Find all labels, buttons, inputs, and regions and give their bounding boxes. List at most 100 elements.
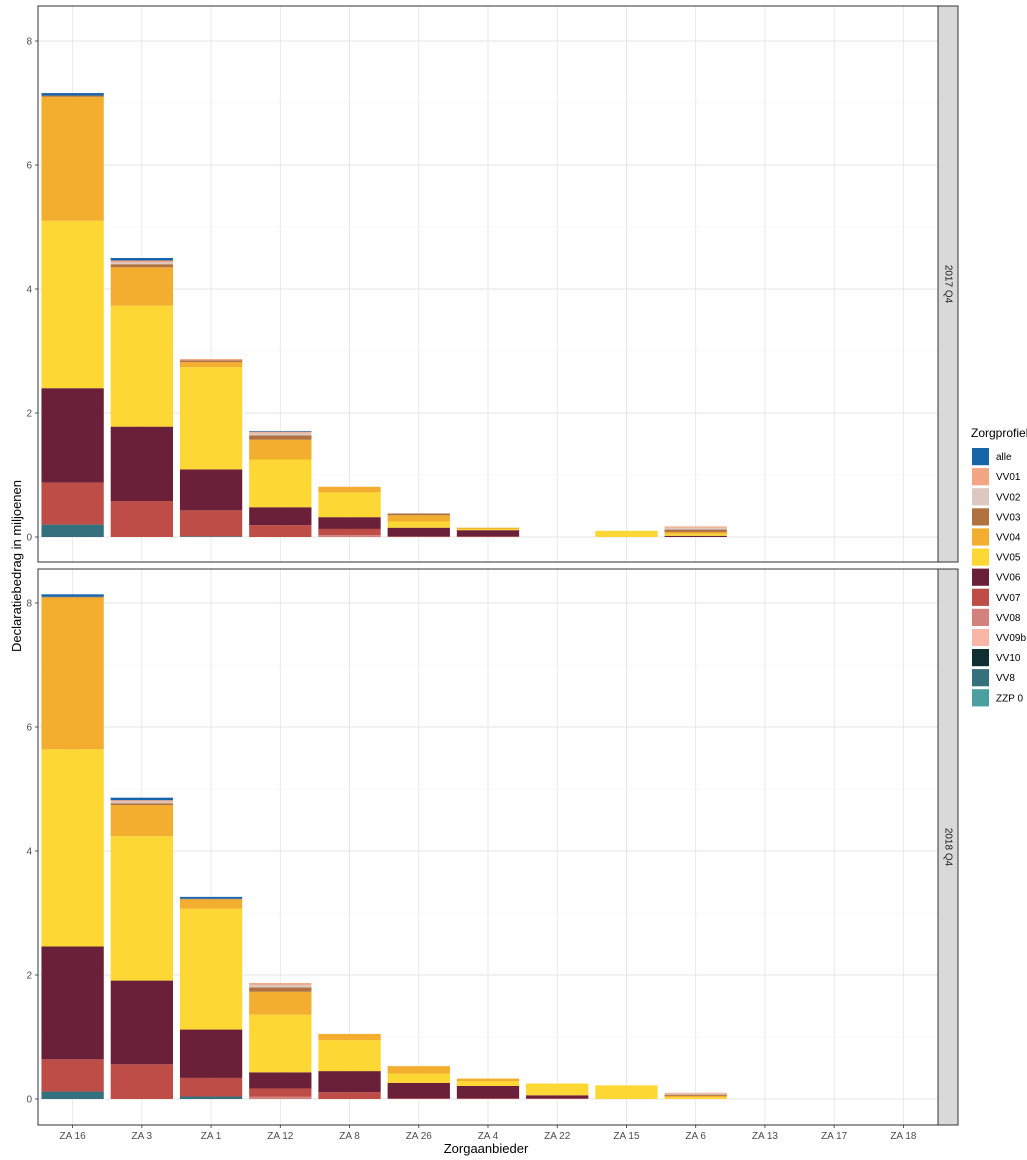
legend-key <box>972 468 989 486</box>
legend-key <box>972 669 989 687</box>
bar-segment-za-3-vv07 <box>110 501 173 537</box>
bar-segment-za-12-vv07 <box>249 1088 312 1097</box>
legend-item-vv02: VV02 <box>972 488 1021 506</box>
bar-segment-za-8-vv05 <box>318 492 381 518</box>
bar-segment-za-1-vv04 <box>179 362 243 368</box>
bar-segment-za-26-vv07 <box>387 1098 450 1099</box>
bar-segment-za-4-vv05 <box>456 1081 520 1086</box>
bar-segment-za-6-vv02 <box>664 527 727 530</box>
y-axis-title: Declaratiebedrag in miljoenen <box>9 480 24 652</box>
legend-label: VV8 <box>996 673 1015 684</box>
y-tick-label: 2 <box>26 971 32 982</box>
bar-segment-za-1-vv8 <box>179 536 243 537</box>
bar-segment-za-26-vv05 <box>387 1073 450 1083</box>
bar-segment-za-8-vv07 <box>318 1092 381 1099</box>
bar-segment-za-26-vv04 <box>387 1066 450 1074</box>
legend-item-vv07: VV07 <box>972 588 1021 606</box>
bar-segment-za-16-vv03 <box>41 596 104 598</box>
bar-segment-za-8-vv04 <box>318 486 381 493</box>
y-tick-label: 0 <box>26 1095 32 1106</box>
bar-segment-za-1-vv05 <box>179 367 243 470</box>
bar-segment-za-12-vv01 <box>249 431 312 433</box>
legend-item-alle: alle <box>972 448 1012 466</box>
bar-segment-za-16-vv07 <box>41 1059 104 1092</box>
bar-segment-za-1-vv01 <box>179 359 243 361</box>
bar-segment-za-16-vv04 <box>41 96 104 221</box>
bar-segment-za-12-alle <box>249 430 312 432</box>
legend-label: VV09b <box>996 633 1026 644</box>
bar-segment-za-4-vv06 <box>456 1085 520 1099</box>
facet-strip <box>937 5 959 563</box>
x-tick-label-za-12: ZA 12 <box>267 1131 294 1142</box>
legend-key <box>972 528 989 546</box>
x-tick-label-za-18: ZA 18 <box>890 1131 917 1142</box>
facet-strip-label: 2018 Q4 <box>942 828 953 867</box>
bar-segment-za-1-vv05 <box>179 908 243 1030</box>
bar-segment-za-1-vv07 <box>179 1077 243 1097</box>
legend-label: VV06 <box>996 573 1021 584</box>
bar-segment-za-26-vv07 <box>387 536 450 537</box>
bar-segment-za-6-vv02 <box>664 1093 727 1095</box>
bar-segment-za-6-vv01 <box>664 526 727 528</box>
bar-segment-za-4-vv04 <box>456 527 520 529</box>
bar-segment-za-12-vv03 <box>249 987 312 992</box>
bar-segment-za-3-vv02 <box>110 262 173 265</box>
bar-segment-za-3-vv06 <box>110 426 173 502</box>
facet-strip <box>937 568 959 1126</box>
bar-segment-za-22-vv05 <box>526 1083 589 1096</box>
bar-segment-za-16-vv05 <box>41 749 104 947</box>
legend-item-vv01: VV01 <box>972 468 1021 486</box>
bar-segment-za-4-vv07 <box>456 536 520 537</box>
bar-segment-za-6-vv06 <box>664 535 727 537</box>
legend-label: alle <box>996 452 1012 463</box>
bar-segment-za-3-vv05 <box>110 836 173 981</box>
bar-segment-za-1-vv04 <box>179 899 243 909</box>
bar-segment-za-3-vv03 <box>110 264 173 268</box>
legend-key <box>972 689 989 707</box>
bar-segment-za-12-vv01 <box>249 983 312 985</box>
bar-segment-za-3-vv07 <box>110 1064 173 1099</box>
bar-segment-za-6-vv03 <box>664 1094 727 1096</box>
bar-segment-za-16-vv03 <box>41 95 104 97</box>
bar-segment-za-8-vv04 <box>318 1033 381 1041</box>
bar-segment-za-3-vv06 <box>110 980 173 1065</box>
x-tick-label-za-17: ZA 17 <box>821 1131 848 1142</box>
legend-label: VV02 <box>996 492 1021 503</box>
bar-segment-za-6-vv03 <box>664 529 727 533</box>
legend-key <box>972 649 989 667</box>
y-tick-label: 6 <box>26 161 32 172</box>
x-tick-label-za-15: ZA 15 <box>613 1131 640 1142</box>
bar-segment-za-8-vv08 <box>318 535 381 537</box>
legend-item-vv8: VV8 <box>972 669 1015 687</box>
legend-key <box>972 548 989 566</box>
legend-key <box>972 588 989 606</box>
legend-label: VV07 <box>996 593 1021 604</box>
legend-item-vv06: VV06 <box>972 568 1021 586</box>
bar-segment-za-8-vv05 <box>318 1040 381 1072</box>
bar-segment-za-3-vv04 <box>110 267 173 306</box>
bar-segment-za-26-vv04 <box>387 515 450 522</box>
x-tick-label-za-3: ZA 3 <box>132 1131 153 1142</box>
legend-item-vv10: VV10 <box>972 649 1021 667</box>
bar-segment-za-12-vv03 <box>249 435 312 440</box>
y-tick-label: 4 <box>26 847 32 858</box>
y-tick-label: 2 <box>26 409 32 420</box>
panel-2018-q4: 0 2 4 6 8 2018 Q4 <box>26 568 959 1126</box>
bar-segment-za-22-vv06 <box>526 1095 589 1099</box>
bar-segment-za-12-vv06 <box>249 507 312 526</box>
bar-segment-za-6-vv05 <box>664 533 727 536</box>
legend-label: VV04 <box>996 533 1021 544</box>
bar-segment-za-8-vv07 <box>318 528 381 536</box>
x-tick-label-za-8: ZA 8 <box>339 1131 360 1142</box>
bar-segment-za-16-alle <box>41 594 104 597</box>
x-tick-label-za-26: ZA 26 <box>406 1131 433 1142</box>
bar-segment-za-3-vv03 <box>110 803 173 806</box>
bar-segment-za-6-vv04 <box>664 1095 727 1098</box>
bar-segment-za-3-vv04 <box>110 805 173 837</box>
bar-segment-za-1-vv03 <box>179 360 243 363</box>
bar-segment-za-6-vv05 <box>664 1097 727 1099</box>
x-tick-label-za-13: ZA 13 <box>752 1131 779 1142</box>
y-tick-label: 6 <box>26 723 32 734</box>
bar-segment-za-8-vv06 <box>318 1071 381 1093</box>
bar-segment-za-4-vv07 <box>456 1098 520 1099</box>
